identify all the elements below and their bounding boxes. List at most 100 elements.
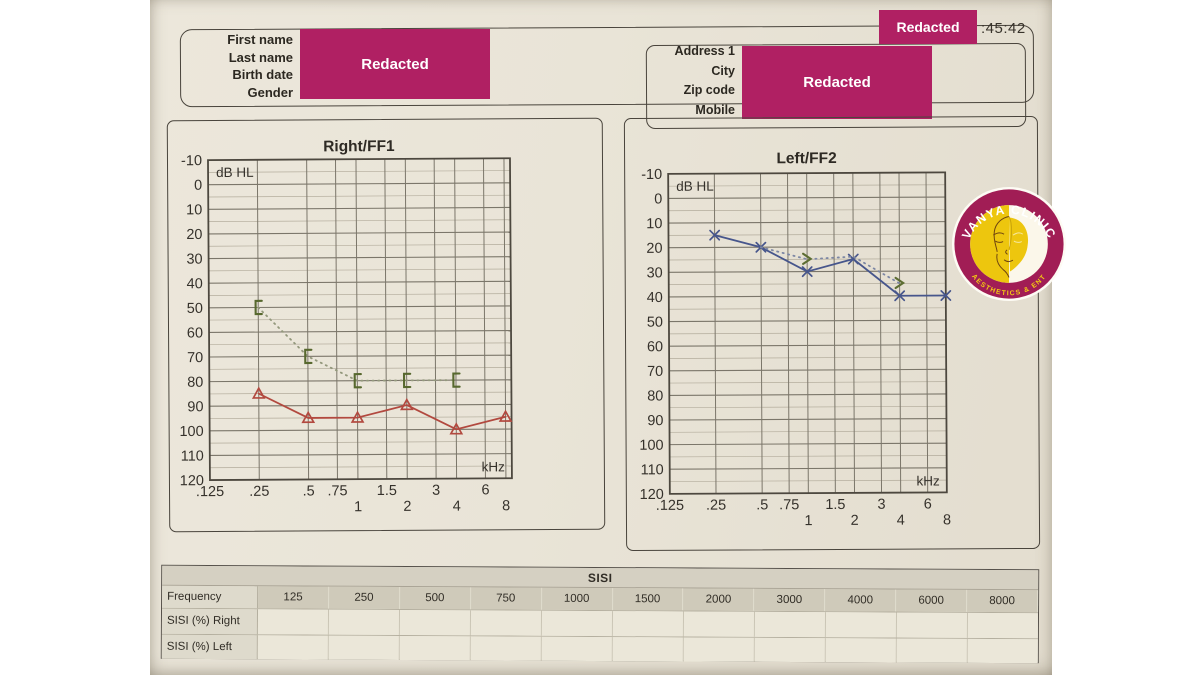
grid-line-h [209,342,512,346]
data-point-air-conduction-left [801,266,813,278]
face-illustration [992,215,1029,278]
grid-line-h [208,170,511,173]
grid-line-v [355,159,359,480]
y-tick-label: 90 [187,399,203,415]
y-tick-label: 100 [639,438,663,454]
data-point-air-conduction-right-masked [498,409,513,422]
y-tick-label: 70 [647,364,663,380]
birth-date-label: Birth date [232,67,293,82]
data-point-air-conduction-right-masked [449,422,464,435]
data-point-bone-conduction-right-masked [254,299,263,316]
x-axis-unit: kHz [482,459,506,474]
series-line-bone-conduction-left-unmasked [759,246,901,285]
data-point-bone-conduction-right-masked [353,373,363,389]
sisi-empty-cell [967,612,1039,638]
data-point-air-conduction-right-masked [350,410,365,423]
sisi-empty-cell [541,636,613,662]
grid-line-v [433,158,437,479]
data-point-bone-conduction-right-masked [402,372,412,389]
grid-line-v [852,172,856,493]
sisi-frequency-value: 6000 [896,589,968,612]
y-tick-label: 20 [646,241,662,257]
grid-line-h [209,453,512,457]
x-tick-label: .125 [196,484,224,500]
data-point-bone-conduction-left-unmasked [894,276,906,290]
y-tick-label: 10 [646,216,662,232]
x-tick-label: .75 [779,497,799,513]
grid-line-h [209,465,512,469]
x-tick-label: 2 [851,513,859,529]
grid-line-h [208,182,511,186]
y-tick-label: 90 [647,413,663,429]
x-tick-label: 3 [878,497,886,513]
sisi-data-row: SISI (%) Left [161,634,1038,664]
y-tick-label: -10 [641,167,662,183]
sisi-empty-cell [683,637,755,663]
clinic-logo: VANYA CLINIC AESTHETICS & ENT [951,186,1067,302]
grid-line-h [209,329,512,333]
sisi-empty-cell [328,609,401,635]
sisi-empty-cell [896,612,969,638]
grid-line-h [208,244,511,247]
data-point-bone-conduction-right-masked [304,348,313,365]
x-tick-label: 3 [432,483,440,499]
y-tick-label: 40 [647,290,663,306]
grid-line-v [806,173,809,494]
x-tick-label: .5 [756,497,768,513]
grid-line-h [208,256,511,260]
y-tick-label: 50 [647,315,663,331]
y-tick-label: 80 [187,375,203,391]
grid-line-v [256,159,260,480]
grid-line-v [925,172,929,493]
plot-border [667,171,948,495]
data-point-air-conduction-left [894,290,906,302]
y-tick-label: 70 [187,350,203,366]
data-point-air-conduction-right-masked [399,397,414,411]
sisi-empty-cell [328,635,400,661]
data-point-air-conduction-left [709,229,721,241]
grid-line-v [335,159,338,480]
address-field-labels: Address 1 City Zip code Mobile [642,42,735,120]
y-tick-label: 60 [647,339,663,355]
y-axis-unit: dB HL [676,179,714,194]
data-point-air-conduction-left [940,290,952,301]
y-tick-label: 120 [640,487,664,503]
sisi-empty-cell [257,609,330,635]
x-tick-label: 4 [453,499,461,515]
chart-title: Left/FF2 [776,150,836,167]
sisi-empty-cell [612,611,685,637]
last-name-label: Last name [228,49,293,65]
sisi-frequency-value: 1500 [612,588,684,611]
address1-label: Address 1 [674,44,735,58]
sisi-empty-cell [825,637,897,663]
grid-line-h [209,403,512,407]
y-tick-label: -10 [181,153,202,169]
redaction-overlay-address: Redacted [742,46,932,119]
sisi-empty-cell [896,638,968,664]
series-line-air-conduction-right-masked [257,392,507,431]
series-line-bone-conduction-right-masked [257,306,457,382]
data-point-air-conduction-right-masked [301,410,316,424]
x-tick-label: .125 [656,498,684,514]
grid-line-v [713,173,717,494]
plot-border [207,157,513,481]
sisi-empty-cell [399,609,472,636]
y-tick-label: 40 [187,276,203,292]
grid-line-h [208,231,511,235]
y-tick-label: 80 [647,388,663,404]
grid-line-v [404,158,408,479]
x-tick-label: 6 [924,496,932,512]
gender-label: Gender [247,84,293,100]
grid-line-h [208,280,511,284]
y-tick-label: 20 [186,227,202,243]
logo-center-half [970,205,1009,283]
sisi-frequency-value: 250 [328,586,400,609]
grid-line-h [209,391,512,395]
y-tick-label: 30 [647,265,663,281]
sisi-row-label: SISI (%) Right [161,608,259,634]
grid-line-v [833,172,836,493]
grid-line-h [208,219,511,222]
right-audiogram-plot: -10 0 10 20 30 40 50 60 70 80 90 100 110 120.125 .25 .5… [179,138,513,515]
data-point-bone-conduction-left-unmasked [802,252,813,265]
sisi-frequency-value: 8000 [967,589,1039,613]
